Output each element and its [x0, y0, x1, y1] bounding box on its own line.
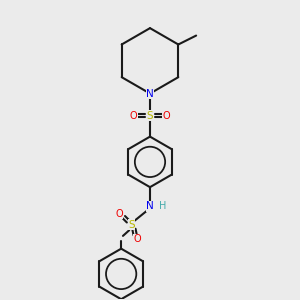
Text: O: O: [130, 111, 137, 121]
Text: O: O: [163, 111, 170, 121]
Text: H: H: [159, 202, 166, 212]
Text: O: O: [134, 234, 141, 244]
Text: S: S: [147, 111, 153, 121]
Text: S: S: [128, 220, 135, 230]
Text: N: N: [146, 88, 154, 98]
Text: O: O: [115, 208, 123, 219]
Text: N: N: [146, 202, 154, 212]
